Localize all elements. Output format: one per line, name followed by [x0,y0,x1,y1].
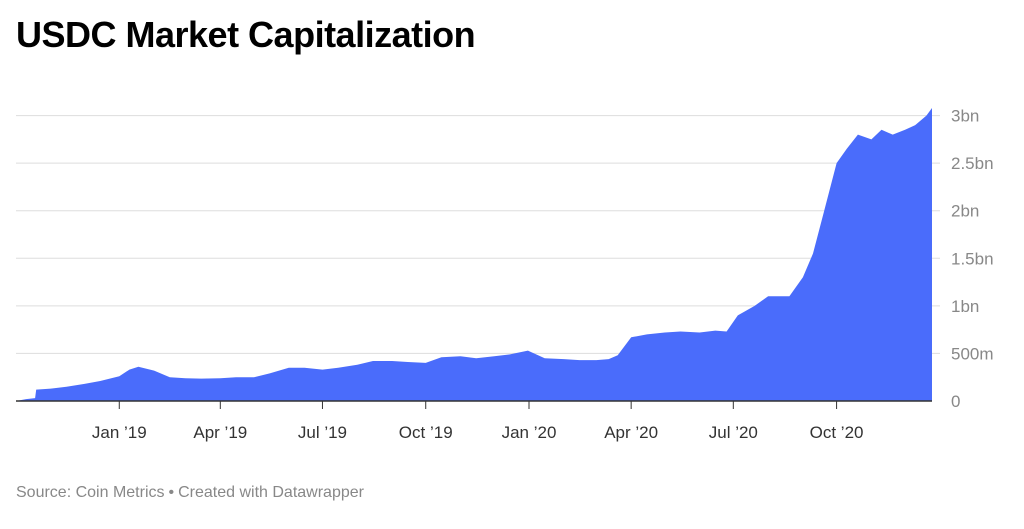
credit-note: Created with Datawrapper [178,484,364,501]
area-chart: Jan ’19 Apr ’19 Jul ’19 Oct ’19 Jan ’20 Apr ’… [16,107,994,442]
y-tick-label: 1.5bn [951,249,994,268]
y-tick-label: 500m [951,344,994,363]
source-note: Source: Coin Metrics [16,484,165,501]
y-tick-label: 1bn [951,297,979,316]
gridlines [16,115,940,354]
y-axis: 0 500m 1bn 1.5bn 2bn 2.5bn 3bn [951,107,994,411]
x-tick-label: Jul ’19 [298,423,347,442]
x-tick-label: Oct ’19 [399,423,453,442]
y-tick-label: 0 [951,392,960,411]
footer-separator: • [168,484,175,501]
x-tick-label: Oct ’20 [810,423,864,442]
x-tick-label: Apr ’19 [193,423,247,442]
x-tick-label: Jul ’20 [709,423,758,442]
footer: Source: Coin Metrics • Created with Datawr… [16,484,364,502]
x-tick-label: Apr ’20 [604,423,658,442]
x-tick-label: Jan ’19 [92,423,147,442]
x-tick-label: Jan ’20 [502,423,557,442]
chart-title: USDC Market Capitalization [16,14,476,55]
plot-area [16,108,932,401]
y-tick-label: 2.5bn [951,154,994,173]
y-tick-label: 3bn [951,107,979,126]
x-axis: Jan ’19 Apr ’19 Jul ’19 Oct ’19 Jan ’20 Apr ’… [92,401,864,442]
market-cap-area [16,108,932,401]
y-tick-label: 2bn [951,202,979,221]
